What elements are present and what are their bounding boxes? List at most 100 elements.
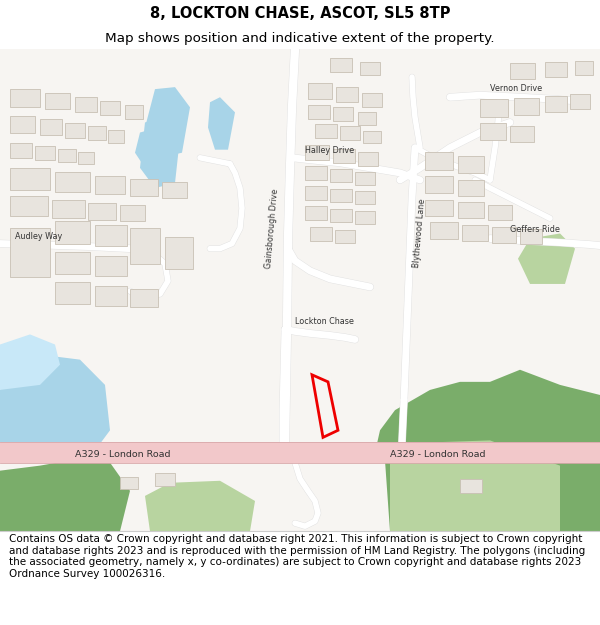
Bar (355, 211, 375, 224)
Bar (305, 206, 327, 221)
Bar (430, 222, 458, 239)
Polygon shape (0, 442, 600, 462)
Bar (510, 126, 534, 142)
Bar (10, 228, 50, 277)
Bar (425, 200, 453, 216)
Bar (10, 168, 50, 190)
Polygon shape (518, 234, 575, 284)
Bar (95, 256, 127, 276)
Bar (425, 152, 453, 170)
Text: 8, LOCKTON CHASE, ASCOT, SL5 8TP: 8, LOCKTON CHASE, ASCOT, SL5 8TP (150, 6, 450, 21)
Bar (55, 282, 90, 304)
Bar (330, 58, 352, 72)
Bar (52, 200, 85, 218)
Bar (358, 152, 378, 166)
Bar (45, 93, 70, 109)
Polygon shape (145, 481, 255, 531)
Bar (340, 126, 360, 139)
Bar (305, 186, 327, 200)
Bar (95, 176, 125, 194)
Bar (492, 228, 516, 242)
Bar (108, 129, 124, 142)
Bar (88, 203, 116, 221)
Polygon shape (390, 441, 560, 531)
Text: Contains OS data © Crown copyright and database right 2021. This information is : Contains OS data © Crown copyright and d… (9, 534, 585, 579)
Bar (40, 119, 62, 134)
Bar (545, 96, 567, 112)
Bar (10, 142, 32, 158)
Bar (333, 149, 355, 163)
Bar (10, 196, 48, 216)
Bar (330, 209, 352, 222)
Bar (480, 124, 506, 139)
Bar (575, 61, 593, 75)
Polygon shape (0, 354, 110, 452)
Bar (362, 93, 382, 108)
Text: Geffers Ride: Geffers Ride (510, 226, 560, 234)
Bar (95, 226, 127, 246)
Bar (55, 221, 90, 244)
Bar (305, 166, 327, 180)
Bar (155, 472, 175, 486)
Bar (488, 205, 512, 221)
Bar (510, 63, 535, 79)
Bar (162, 182, 187, 198)
Bar (310, 228, 332, 241)
Bar (10, 116, 35, 132)
Bar (10, 89, 40, 107)
Bar (75, 98, 97, 112)
Bar (120, 477, 138, 489)
Bar (458, 180, 484, 196)
Text: Blythewood Lane: Blythewood Lane (413, 199, 427, 268)
Text: A329 - London Road: A329 - London Road (75, 449, 170, 459)
Polygon shape (375, 370, 600, 531)
Bar (355, 191, 375, 204)
Bar (88, 126, 106, 139)
Bar (165, 236, 193, 269)
Text: Audley Way: Audley Way (15, 231, 62, 241)
Bar (55, 172, 90, 192)
Polygon shape (0, 459, 130, 531)
Bar (308, 105, 330, 119)
Text: Lockton Chase: Lockton Chase (295, 318, 354, 326)
Bar (315, 124, 337, 138)
Bar (95, 286, 127, 306)
Bar (330, 169, 352, 182)
Bar (35, 146, 55, 160)
Bar (480, 99, 508, 118)
Bar (330, 189, 352, 202)
Bar (130, 289, 158, 307)
Polygon shape (145, 87, 190, 158)
Bar (458, 156, 484, 173)
Bar (462, 226, 488, 241)
Polygon shape (135, 127, 172, 168)
Text: Halley Drive: Halley Drive (305, 146, 355, 155)
Bar (570, 94, 590, 109)
Polygon shape (560, 466, 600, 531)
Bar (100, 101, 120, 116)
Bar (460, 479, 482, 493)
Bar (425, 176, 453, 193)
Text: Map shows position and indicative extent of the property.: Map shows position and indicative extent… (105, 31, 495, 44)
Bar (355, 172, 375, 185)
Bar (120, 205, 145, 221)
Text: Vernon Drive: Vernon Drive (490, 84, 542, 93)
Bar (545, 62, 567, 77)
Polygon shape (0, 334, 60, 390)
Bar (308, 83, 332, 99)
Bar (520, 229, 542, 244)
Bar (125, 105, 143, 119)
Bar (358, 112, 376, 126)
Bar (55, 252, 90, 274)
Bar (130, 228, 160, 264)
Bar (305, 144, 329, 160)
Bar (65, 124, 85, 138)
Polygon shape (208, 98, 235, 150)
Bar (363, 131, 381, 142)
Polygon shape (140, 118, 180, 188)
Bar (514, 98, 539, 116)
Bar (336, 87, 358, 103)
Bar (78, 152, 94, 164)
Bar (130, 179, 158, 196)
Text: A329 - London Road: A329 - London Road (390, 449, 485, 459)
